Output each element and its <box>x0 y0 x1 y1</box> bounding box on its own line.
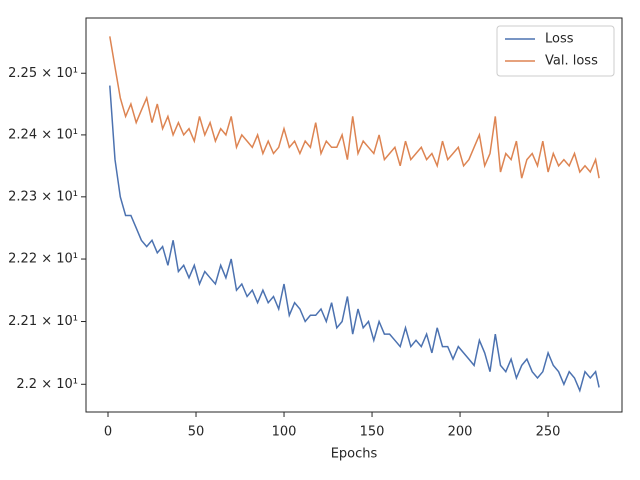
y-tick-label: 2.21 × 10¹ <box>8 314 78 329</box>
y-tick-label: 2.23 × 10¹ <box>8 189 78 204</box>
y-tick-label: 2.2 × 10¹ <box>16 377 78 392</box>
x-tick-label: 200 <box>448 425 473 440</box>
axes-frame <box>85 17 623 413</box>
y-tick-label: 2.25 × 10¹ <box>8 66 78 81</box>
y-tick-label: 2.24 × 10¹ <box>8 127 78 142</box>
x-tick-label: 50 <box>188 425 205 440</box>
legend-label: Val. loss <box>545 54 598 69</box>
x-axis-label: Epochs <box>331 447 378 462</box>
x-tick-label: 0 <box>104 425 112 440</box>
x-tick-label: 150 <box>360 425 385 440</box>
line <box>109 85 600 393</box>
legend-label: Loss <box>545 32 574 47</box>
x-tick-label: 250 <box>536 425 561 440</box>
y-tick-label: 2.22 × 10¹ <box>8 252 78 267</box>
x-tick-label: 100 <box>272 425 297 440</box>
line <box>109 36 600 179</box>
